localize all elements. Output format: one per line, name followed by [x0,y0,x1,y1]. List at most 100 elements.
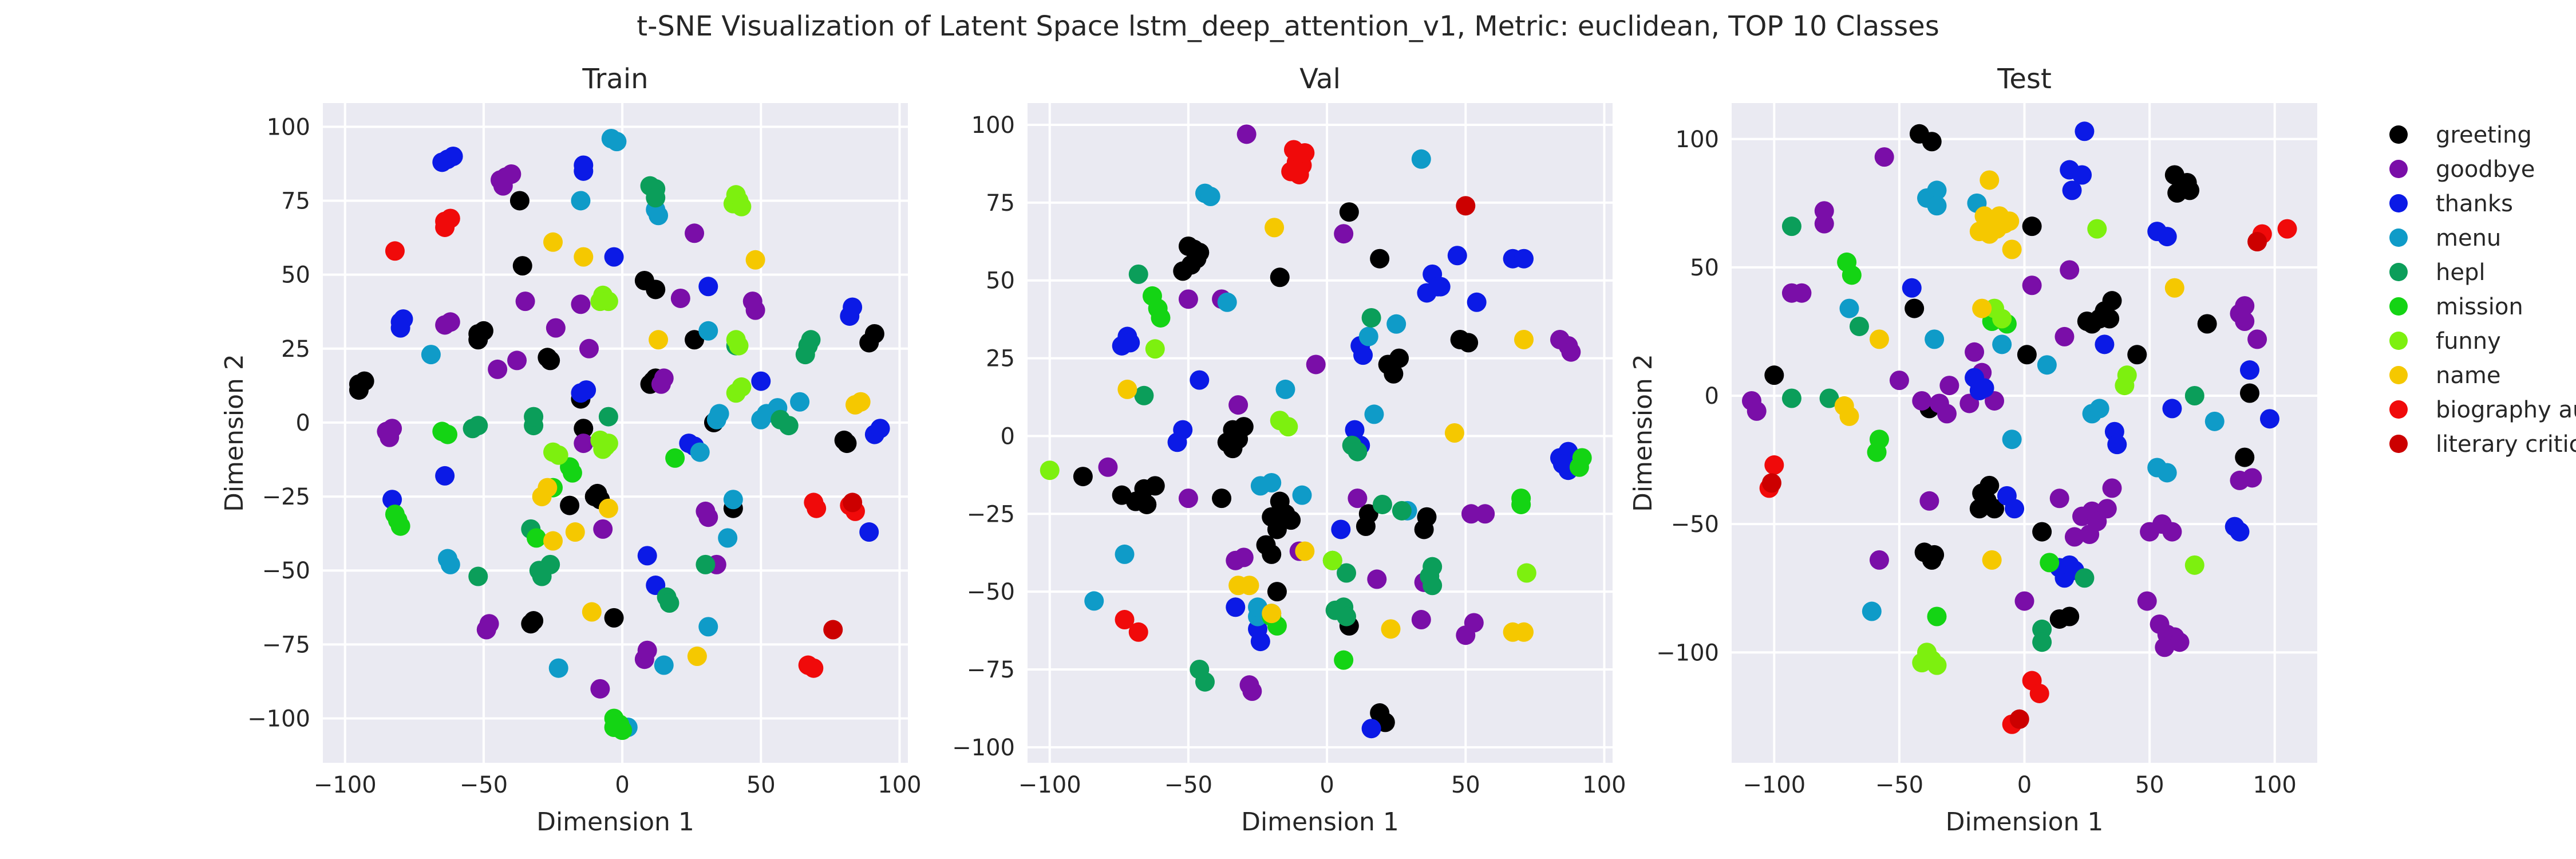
data-point [1306,354,1326,375]
data-point [468,416,488,436]
data-point [590,679,610,699]
legend-label: goodbye [2436,156,2535,183]
data-point [1792,283,1812,303]
data-point [742,291,762,312]
data-point [1781,216,1801,237]
data-point [560,495,580,515]
data-point [2157,463,2177,483]
y-axis-label: Dimension 2 [220,354,249,512]
legend-item: thanks [2389,191,2513,217]
y-tick-label: −100 [952,735,1015,761]
data-point [1381,619,1401,639]
data-point [593,519,613,539]
data-point [515,291,535,312]
x-tick-label: 0 [1319,772,1334,798]
data-point [665,448,685,468]
data-point [698,321,718,341]
data-point [1262,544,1282,564]
data-point [2247,232,2267,252]
data-point [390,318,410,338]
data-point [859,522,879,542]
y-tick-label: 100 [1676,127,1719,153]
data-point [843,492,863,513]
data-point [548,445,568,465]
y-tick-label: 25 [986,346,1015,372]
data-point [646,188,666,208]
data-point [1927,196,1947,216]
data-point [507,350,527,371]
data-point [2162,522,2182,542]
x-axis-label: Dimension 1 [1241,807,1399,837]
data-point [751,371,771,391]
data-point [696,554,716,574]
legend-item: funny [2389,328,2501,354]
data-point [1040,460,1060,480]
legend-item: hepl [2389,259,2485,286]
data-point [1339,202,1359,222]
x-tick-label: 0 [615,772,629,798]
y-tick-label: 25 [281,336,310,362]
data-point [1151,308,1171,328]
data-point [1128,264,1148,284]
data-point [2060,606,2080,626]
data-point [1348,442,1368,462]
legend-marker [2389,194,2408,212]
data-point [729,336,749,356]
data-point [1561,342,1581,362]
data-point [598,407,618,427]
data-point [604,718,624,738]
data-point [1267,519,1287,539]
data-point [2097,499,2117,519]
series-hepl [1128,264,1443,692]
data-point [2062,180,2082,200]
data-point [732,196,752,216]
data-point [1874,147,1894,167]
data-point [1965,342,1985,362]
data-point [2005,499,2025,519]
data-point [468,330,488,350]
legend-item: menu [2389,225,2501,251]
data-point [1226,597,1246,617]
data-point [1411,149,1431,169]
data-point [1134,385,1154,405]
figure-title: t-SNE Visualization of Latent Space lstm… [637,10,1939,42]
data-point [2230,522,2250,542]
data-point [1514,622,1534,642]
data-point [479,614,499,634]
data-point [1223,439,1243,459]
data-point [698,277,718,297]
data-point [2075,121,2095,141]
legend-marker [2389,228,2408,247]
data-point [385,241,405,261]
data-point [1444,423,1464,443]
data-point [1270,491,1290,511]
data-point [1974,378,1994,398]
data-point [1267,582,1287,602]
series-name [532,232,871,667]
data-point [1869,550,1889,570]
data-point [1217,292,1237,312]
x-tick-label: 50 [746,772,776,798]
data-point [1819,388,1839,408]
data-point [2102,291,2122,311]
series-greeting [1073,202,1479,732]
data-point [1839,298,1859,318]
data-point [870,419,890,439]
data-point [1937,404,1957,424]
y-tick-label: −50 [262,558,310,584]
data-point [440,554,460,574]
data-point [1262,472,1282,492]
data-point [1927,180,1947,200]
legend-label: hepl [2436,259,2485,286]
data-point [1747,401,1767,421]
data-point [538,478,558,498]
legend-marker [2389,366,2408,384]
series-hepl [1781,216,2204,652]
data-point [2140,522,2160,542]
legend-item: goodbye [2389,156,2535,183]
x-tick-label: 0 [2017,772,2032,798]
x-axis-label: Dimension 1 [1946,807,2104,837]
y-tick-label: −50 [1671,511,1719,538]
data-point [509,191,530,211]
data-point [1969,222,1989,242]
